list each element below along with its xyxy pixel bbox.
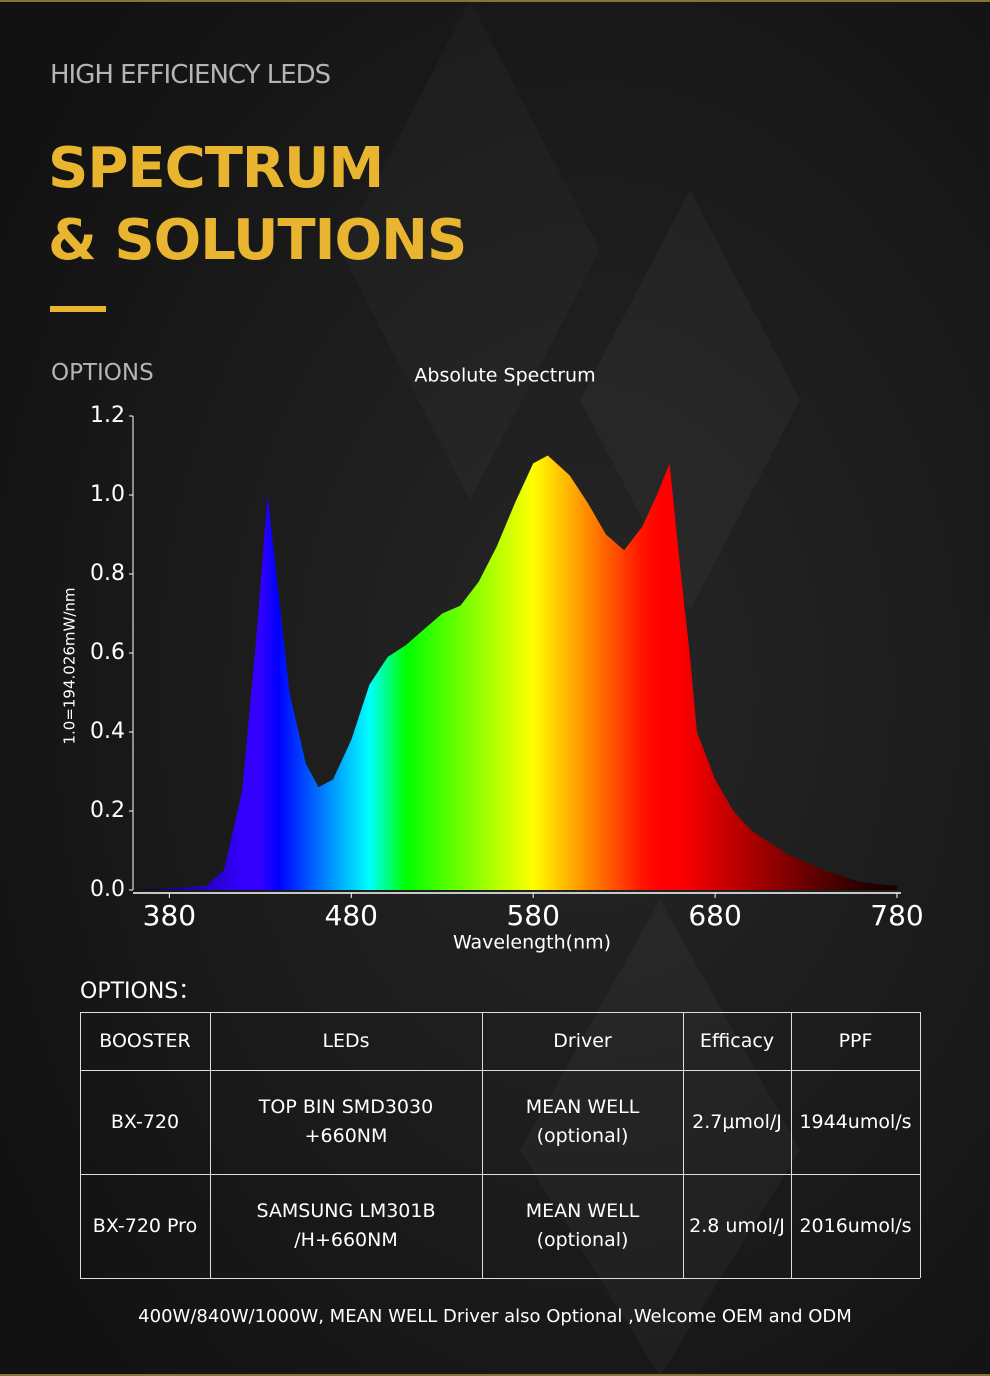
- table-cell: 2.7μmol/J: [692, 1110, 782, 1133]
- y-tick-label: 0.6: [90, 640, 125, 665]
- x-axis-label: Wavelength(nm): [453, 932, 611, 954]
- accent-bar: [50, 306, 106, 312]
- y-tick-label: 0.4: [90, 719, 125, 744]
- table-cell: /H+660NM: [294, 1229, 398, 1251]
- table-header: LEDs: [322, 1029, 370, 1052]
- spectrum-area: [133, 455, 897, 890]
- y-tick-label: 1.2: [90, 403, 125, 428]
- table-cell: (optional): [536, 1229, 629, 1251]
- table-rule: [80, 1012, 81, 1278]
- table-cell: 2.8 umol/J: [689, 1214, 785, 1237]
- table-header: BOOSTER: [99, 1029, 191, 1052]
- table-cell: MEAN WELL: [525, 1096, 640, 1118]
- y-axis-label: 1.0=194.026mW/nm: [61, 587, 79, 744]
- table-rule: [920, 1012, 921, 1278]
- x-tick-label: 580: [506, 899, 559, 932]
- table-cell: 2016umol/s: [799, 1214, 912, 1237]
- table-rule: [210, 1012, 211, 1278]
- table-cell: 1944umol/s: [799, 1110, 912, 1133]
- title-line: & SOLUTIONS: [48, 208, 467, 273]
- x-tick-label: 780: [870, 899, 923, 932]
- footer-note: 400W/840W/1000W, MEAN WELL Driver also O…: [138, 1306, 852, 1327]
- y-tick-label: 0.8: [90, 561, 125, 586]
- x-tick-label: 380: [143, 899, 196, 932]
- table-rule: [80, 1070, 920, 1071]
- table-cell: BX-720: [110, 1110, 180, 1133]
- table-rule: [791, 1012, 792, 1278]
- kicker: HIGH EFFICIENCY LEDS: [50, 60, 331, 90]
- table-header: Driver: [553, 1029, 612, 1052]
- section-label: OPTIONS: [51, 360, 154, 386]
- table-rule: [80, 1278, 920, 1279]
- y-tick-label: 0.2: [90, 798, 125, 823]
- table-header: PPF: [838, 1029, 873, 1052]
- table-cell: +660NM: [304, 1125, 388, 1147]
- table-cell: SAMSUNG LM301B: [256, 1200, 436, 1222]
- y-tick-label: 0.0: [90, 877, 125, 902]
- table-cell: MEAN WELL: [525, 1200, 640, 1222]
- table-cell: (optional): [536, 1125, 629, 1147]
- table-cell: TOP BIN SMD3030: [258, 1096, 434, 1118]
- chart: Absolute Spectrum Wavelength(nm) 1.0=194…: [61, 365, 924, 954]
- table-rule: [482, 1012, 483, 1278]
- table-rule: [80, 1174, 920, 1175]
- table-rule: [683, 1012, 684, 1278]
- table-cell: BX-720 Pro: [92, 1214, 198, 1237]
- table-rule: [80, 1012, 920, 1013]
- chart-title: Absolute Spectrum: [414, 365, 595, 387]
- x-tick-label: 680: [688, 899, 741, 932]
- title-line: SPECTRUM: [48, 136, 384, 201]
- x-tick-label: 480: [325, 899, 378, 932]
- table-heading: OPTIONS：: [80, 979, 201, 1004]
- y-tick-label: 1.0: [90, 482, 125, 507]
- table-header: Efficacy: [699, 1029, 775, 1052]
